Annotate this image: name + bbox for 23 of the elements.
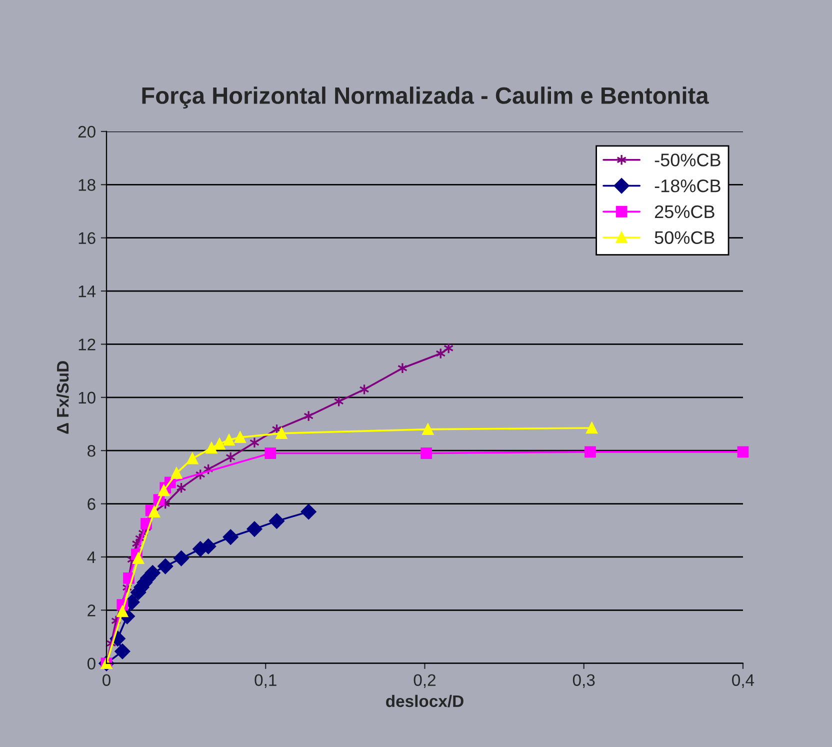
legend-label: 50%CB (654, 231, 714, 244)
x-tick-label: 0 (102, 674, 110, 686)
y-tick-label: 2 (88, 604, 96, 616)
legend-label: -18%CB (654, 179, 720, 192)
y-tick-label: 6 (88, 498, 96, 510)
y-tick-label: 18 (78, 179, 96, 191)
chart-title: Força Horizontal Normalizada - Caulim e Bentonita (142, 86, 709, 109)
x-tick-label: 0,4 (732, 674, 754, 688)
x-tick-label: 0,3 (572, 674, 595, 688)
legend-label: -50%CB (654, 154, 720, 166)
y-tick-label: 20 (78, 126, 96, 138)
x-axis-title: deslocx/D (386, 694, 464, 708)
y-tick-label: 0 (87, 658, 96, 670)
y-tick-label: 4 (87, 552, 96, 563)
legend-label: 25%CB (654, 205, 714, 218)
y-tick-label: 14 (78, 286, 96, 298)
y-tick-label: 8 (88, 444, 96, 457)
y-tick-label: 12 (78, 338, 96, 350)
y-tick-label: 10 (78, 392, 96, 404)
y-tick-label: 16 (78, 232, 96, 244)
x-tick-label: 0,2 (414, 674, 436, 688)
y-axis-title: Δ Fx/SuD (56, 361, 69, 434)
x-tick-label: 0,1 (254, 674, 276, 688)
